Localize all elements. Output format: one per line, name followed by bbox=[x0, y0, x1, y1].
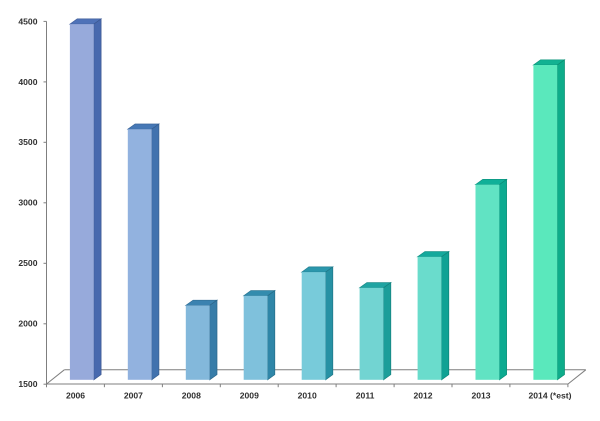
svg-text:1500: 1500 bbox=[18, 379, 37, 389]
svg-text:2012: 2012 bbox=[413, 391, 432, 401]
svg-text:2500: 2500 bbox=[18, 258, 37, 268]
svg-text:2006: 2006 bbox=[66, 391, 85, 401]
svg-text:2013: 2013 bbox=[471, 391, 490, 401]
svg-text:2007: 2007 bbox=[124, 391, 143, 401]
svg-text:3000: 3000 bbox=[18, 198, 37, 208]
svg-text:2009: 2009 bbox=[240, 391, 259, 401]
svg-text:2008: 2008 bbox=[182, 391, 201, 401]
svg-text:2011: 2011 bbox=[356, 391, 375, 401]
svg-text:2000: 2000 bbox=[18, 319, 37, 329]
svg-text:3500: 3500 bbox=[18, 137, 37, 147]
svg-text:2014 (*est): 2014 (*est) bbox=[529, 391, 572, 401]
svg-text:2010: 2010 bbox=[298, 391, 317, 401]
svg-text:4500: 4500 bbox=[18, 16, 37, 26]
svg-text:4000: 4000 bbox=[18, 77, 37, 87]
